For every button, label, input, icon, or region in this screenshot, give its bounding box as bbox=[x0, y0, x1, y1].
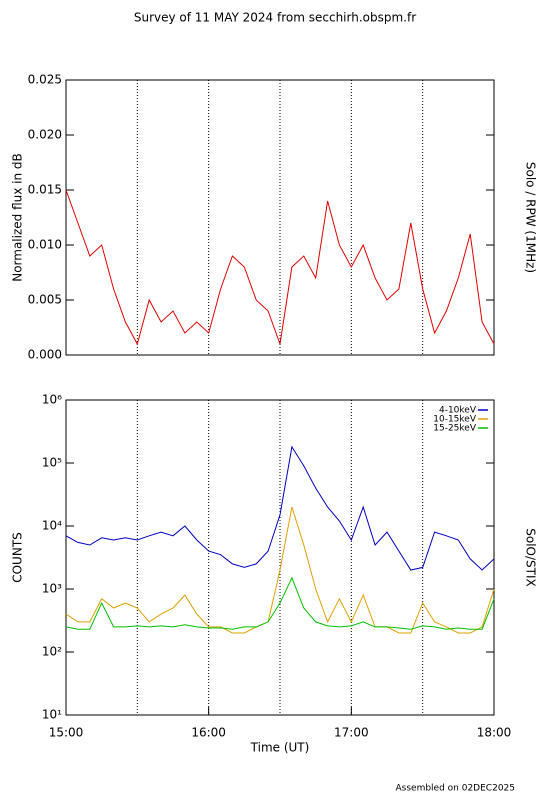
legend-label: 4-10keV bbox=[439, 406, 477, 416]
side-label: SolO/STIX bbox=[524, 528, 538, 587]
y-tick-label: 0.000 bbox=[28, 348, 62, 362]
chart-title: Survey of 11 MAY 2024 from secchirh.obsp… bbox=[134, 11, 416, 25]
y-tick-label: 0.015 bbox=[28, 183, 62, 197]
y-tick-label: 0.025 bbox=[28, 73, 62, 87]
y-tick-label: 0.005 bbox=[28, 293, 62, 307]
y-tick-label: 0.020 bbox=[28, 128, 62, 142]
footer: Assembled on 02DEC2025 bbox=[396, 784, 516, 794]
y-axis-label: COUNTS bbox=[11, 532, 25, 583]
side-label: Solo / RPW (1MHz) bbox=[524, 162, 538, 273]
x-axis-label: Time (UT) bbox=[250, 741, 310, 755]
x-tick-label: 15:00 bbox=[49, 726, 84, 740]
y-tick-label: 0.010 bbox=[28, 238, 62, 252]
x-tick-label: 18:00 bbox=[477, 726, 512, 740]
y-axis-label: Normalized flux in dB bbox=[11, 153, 25, 282]
y-tick-label: 10⁴ bbox=[42, 519, 62, 533]
data-line bbox=[65, 576, 495, 630]
y-tick-label: 10¹ bbox=[42, 708, 62, 722]
y-tick-label: 10³ bbox=[42, 582, 62, 596]
legend-label: 15-25keV bbox=[433, 424, 477, 434]
y-tick-label: 10² bbox=[42, 645, 62, 659]
x-tick-label: 16:00 bbox=[191, 726, 226, 740]
y-tick-label: 10⁵ bbox=[42, 456, 62, 470]
data-line bbox=[65, 189, 495, 346]
y-tick-label: 10⁶ bbox=[42, 393, 62, 407]
data-line bbox=[65, 445, 495, 571]
data-line bbox=[65, 506, 495, 634]
legend-label: 10-15keV bbox=[433, 415, 477, 425]
x-tick-label: 17:00 bbox=[334, 726, 369, 740]
